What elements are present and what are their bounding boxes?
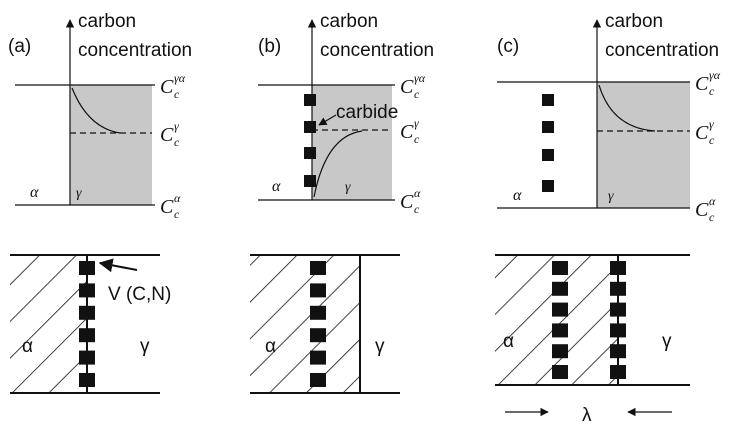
precipitate [552,281,568,296]
precipitate [79,283,95,298]
level-label-sup: α [174,191,181,205]
carbide-particle [542,180,554,192]
annotation: carbide [336,102,398,123]
carbide-particle [304,121,316,133]
precipitate [310,261,326,275]
level-label-sup: α [414,186,421,200]
hatched-alpha [10,255,87,393]
precipitate [79,305,95,320]
phase-label: α [272,178,281,195]
precipitate [552,302,568,317]
phase-label: α [22,336,33,357]
hatched-alpha [495,255,618,385]
gamma-region [70,85,152,205]
axis-label: concentration [78,40,192,61]
level-label: C [160,124,174,146]
hatched-alpha [250,255,360,393]
level-label-sup: γ [414,116,419,130]
precipitate [610,281,626,296]
annotation-arrow [318,114,337,126]
level-label: C [160,76,174,98]
annotation: V (C,N) [108,284,171,305]
axis-label: carbon [320,11,378,32]
gamma-region [597,82,690,208]
level-label-sub: c [709,133,715,147]
panel-label: (a) [8,36,31,57]
concentration-profile [313,130,363,198]
axis-label: concentration [320,40,434,61]
level-label-sup: γ [709,117,714,131]
panel-label: (b) [258,36,281,57]
phase-label: γ [662,331,672,352]
carbide-particle [542,121,554,133]
phase-label: γ [345,180,351,195]
concentration-profile [598,84,656,132]
level-label-sub: c [174,87,180,101]
carbide-particle [304,175,316,187]
precipitate [310,373,326,387]
phase-label: α [265,336,276,357]
level-label-sub: c [709,210,715,224]
axis-label: concentration [605,40,719,61]
precipitate [310,350,326,365]
phase-label: γ [140,336,150,357]
phase-label: γ [375,336,385,357]
precipitate [79,261,95,275]
precipitate [310,283,326,298]
level-label-sub: c [414,87,420,101]
level-label-sup: α [709,194,716,208]
phase-label: α [503,331,514,352]
precipitate [610,302,626,317]
precipitate [310,328,326,343]
carbide-particle [304,147,316,159]
spacing-label: λ [582,405,592,426]
precipitate [79,328,95,343]
level-label-sup: γα [174,71,186,85]
precipitate [552,344,568,359]
axis-label: carbon [605,11,663,32]
precipitate [552,323,568,338]
phase-label: α [30,184,39,201]
level-label: C [400,191,414,213]
phase-label: α [513,187,522,204]
level-label: C [695,122,709,144]
gamma-region [312,85,392,200]
precipitate [610,365,626,379]
axis-label: carbon [78,11,136,32]
level-label-sup: γα [414,71,426,85]
level-label: C [695,73,709,95]
level-label-sub: c [414,202,420,216]
level-label-sub: c [414,132,420,146]
precipitate [610,261,626,275]
precipitate [552,365,568,379]
level-label-sub: c [174,135,180,149]
concentration-profile [71,87,121,134]
level-label: C [400,76,414,98]
precipitate [79,373,95,387]
level-label-sub: c [709,84,715,98]
level-label-sup: γ [174,119,179,133]
level-label-sup: γα [709,68,721,82]
precipitate [610,323,626,338]
carbide-particle [542,149,554,161]
carbide-particle [542,94,554,106]
phase-label: γ [608,189,614,204]
level-label: C [160,196,174,218]
phase-label: γ [76,186,82,201]
level-label: C [400,121,414,143]
level-label-sub: c [174,207,180,221]
annotation-arrow [98,258,138,273]
panel-label: (c) [497,36,519,57]
carbide-particle [304,94,316,106]
precipitate [610,344,626,359]
precipitate [310,305,326,320]
precipitate [552,261,568,275]
level-label: C [695,199,709,221]
precipitate [79,350,95,365]
